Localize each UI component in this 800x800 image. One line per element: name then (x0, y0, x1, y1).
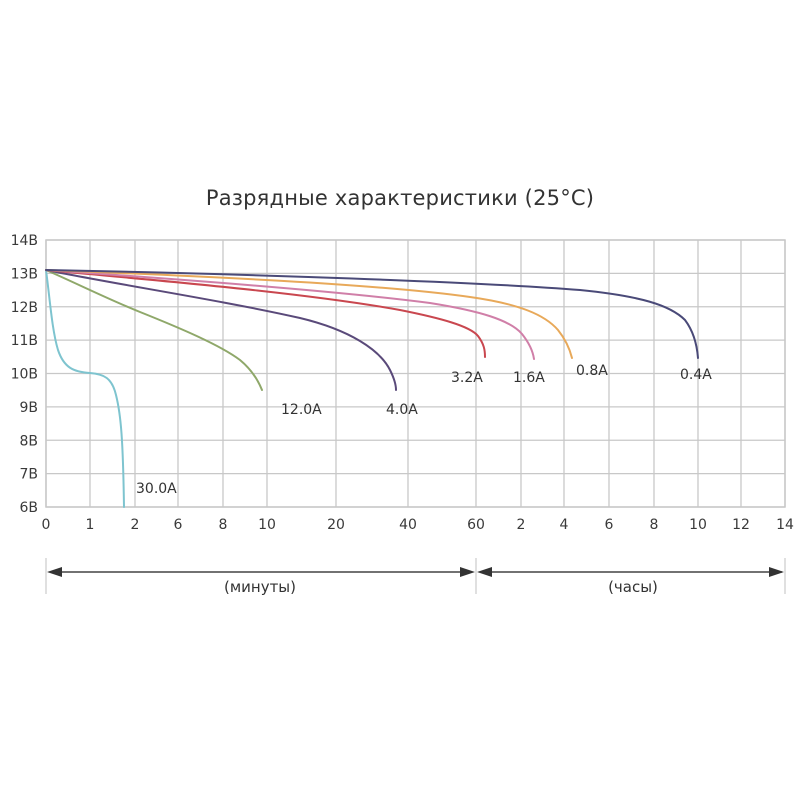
x-tick-label: 8 (219, 517, 228, 533)
x-tick-label: 4 (560, 517, 569, 533)
chart-title: Разрядные характеристики (25°C) (205, 186, 595, 210)
y-tick-label: 14В (11, 233, 38, 249)
x-tick-label: 40 (399, 517, 417, 533)
label-12A: 12.0A (281, 402, 322, 418)
y-axis-ticks: 14В 13В 12В 11В 10В 9В 8В 7В 6В (11, 233, 38, 516)
label-0-4A: 0.4A (680, 367, 712, 383)
curve-1-6A (45, 269, 535, 360)
label-1-6A: 1.6A (513, 370, 545, 386)
x-axis-ticks: 0 1 2 6 8 10 20 40 60 2 4 6 8 10 12 14 (42, 517, 794, 533)
y-tick-label: 7В (19, 467, 38, 483)
x-tick-label: 8 (650, 517, 659, 533)
y-tick-label: 10В (11, 367, 38, 383)
x-tick-label: 20 (327, 517, 345, 533)
curve-labels: 30.0A 12.0A 4.0A 3.2A 1.6A 0.8A 0.4A (136, 363, 712, 497)
x-tick-label: 10 (689, 517, 707, 533)
y-tick-label: 9В (19, 400, 38, 416)
arrow-left-icon (477, 567, 492, 577)
curve-12A (45, 269, 263, 391)
x-tick-label: 10 (258, 517, 276, 533)
curves (45, 269, 699, 508)
arrow-left-icon (47, 567, 62, 577)
x-tick-label: 1 (86, 517, 95, 533)
curve-0-4A (45, 269, 699, 359)
x-tick-label: 60 (467, 517, 485, 533)
curve-4A (45, 269, 397, 391)
label-3-2A: 3.2A (451, 370, 483, 386)
hours-label: (часы) (608, 578, 658, 596)
y-tick-label: 8В (19, 433, 38, 449)
minutes-label: (минуты) (224, 578, 296, 596)
arrow-right-icon (769, 567, 784, 577)
label-0-8A: 0.8A (576, 363, 608, 379)
x-tick-label: 6 (605, 517, 614, 533)
x-tick-label: 2 (517, 517, 526, 533)
curve-3-2A (45, 269, 486, 358)
y-tick-label: 11В (11, 333, 38, 349)
y-tick-label: 13В (11, 266, 38, 282)
x-tick-label: 2 (131, 517, 140, 533)
curve-0-8A (45, 269, 573, 359)
range-separators (45, 558, 786, 594)
y-tick-label: 12В (11, 300, 38, 316)
x-tick-label: 0 (42, 517, 51, 533)
x-tick-label: 14 (776, 517, 794, 533)
arrow-right-icon (460, 567, 475, 577)
x-tick-label: 6 (174, 517, 183, 533)
label-4A: 4.0A (386, 402, 418, 418)
x-tick-label: 12 (732, 517, 750, 533)
label-30A: 30.0A (136, 481, 177, 497)
range-arrows (47, 567, 784, 577)
y-tick-label: 6В (19, 500, 38, 516)
curve-30A (45, 269, 125, 508)
